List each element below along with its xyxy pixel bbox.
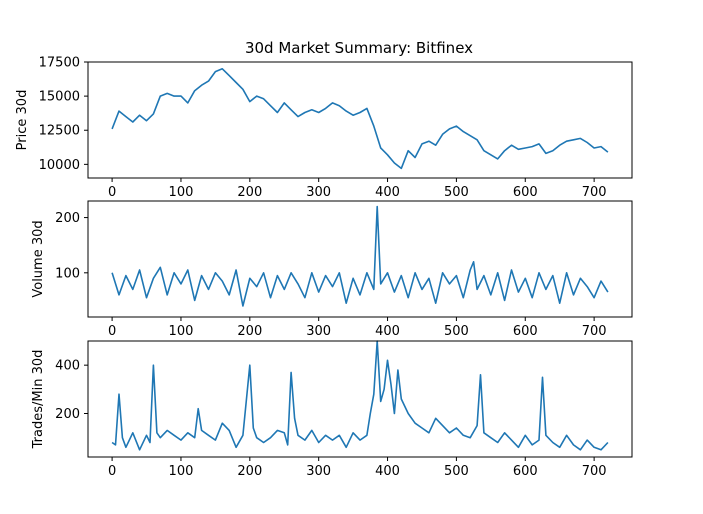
trades-x-tick-label: 200 [237,464,262,479]
price-x-tick-label: 300 [306,185,331,200]
volume-x-tick-label: 0 [108,324,116,339]
price-y-tick-label: 17500 [39,56,80,71]
trades-x-tick-label: 600 [513,464,538,479]
price-y-tick-label: 10000 [39,158,80,173]
volume-x-tick-label: 500 [444,324,469,339]
trades-x-tick-label: 100 [169,464,194,479]
price-y-axis-label: Price 30d [15,90,30,151]
volume-x-tick-label: 100 [169,324,194,339]
trades-y-tick-label: 400 [55,359,80,374]
trades-x-tick-label: 0 [108,464,116,479]
volume-x-tick-label: 700 [582,324,607,339]
trades-y-axis-label: Trades/Min 30d [31,350,46,450]
price-y-tick-label: 15000 [39,90,80,105]
price-x-tick-label: 500 [444,185,469,200]
price-x-tick-label: 0 [108,185,116,200]
price-y-tick-label: 12500 [39,124,80,139]
volume-x-tick-label: 200 [237,324,262,339]
trades-x-tick-label: 700 [582,464,607,479]
price-x-tick-label: 400 [375,185,400,200]
volume-x-tick-label: 600 [513,324,538,339]
price-x-tick-label: 600 [513,185,538,200]
volume-y-tick-label: 200 [55,211,80,226]
panel-price: 0 100 200 300 400 500 600 700 10000 12500 15000 175… [15,56,633,200]
trades-x-tick-label: 500 [444,464,469,479]
trades-x-tick-label: 300 [306,464,331,479]
trades-x-tick-label: 400 [375,464,400,479]
price-x-tick-label: 200 [237,185,262,200]
trades-axes-frame [87,340,633,458]
volume-y-axis-label: Volume 30d [31,220,46,297]
trades-y-tick-label: 200 [55,407,80,422]
price-x-tick-label: 100 [169,185,194,200]
price-series-line [111,68,609,170]
chart-title: 30d Market Summary: Bitfinex [245,39,473,57]
volume-x-tick-label: 300 [306,324,331,339]
panel-volume: 0 100 200 300 400 500 600 700 100 200 Volume 30d [31,200,633,339]
volume-x-tick-label: 400 [375,324,400,339]
volume-series-line [111,205,609,307]
volume-axes-frame [87,200,633,318]
trades-series-line [111,340,609,451]
volume-y-tick-label: 100 [55,266,80,281]
price-axes-frame [87,61,633,179]
price-x-tick-label: 700 [582,185,607,200]
panel-trades-per-min: 0 100 200 300 400 500 600 700 200 400 Trades/Min 3… [31,340,633,479]
